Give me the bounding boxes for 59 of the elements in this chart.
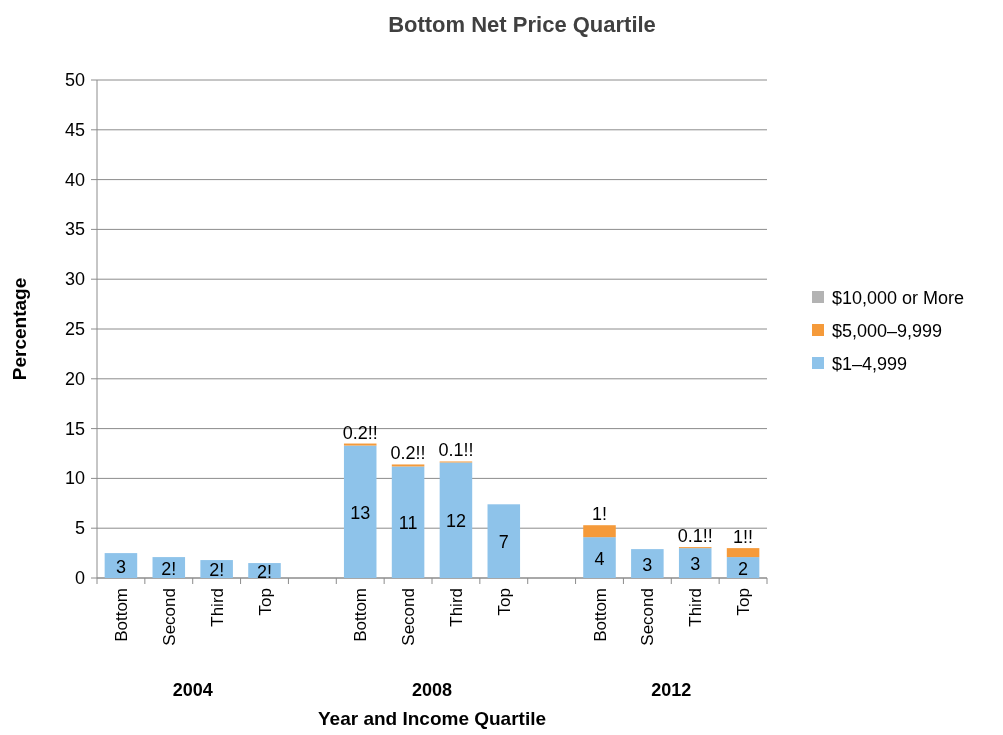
bar (439, 462, 473, 578)
x-tick-label: Third (446, 588, 466, 627)
data-label: 0.2!! (342, 422, 378, 443)
data-label: 12 (445, 511, 466, 532)
data-label: 3 (690, 554, 701, 575)
data-label: 0.1!! (438, 440, 474, 461)
x-tick-label: Bottom (351, 588, 371, 642)
data-label: 3 (642, 554, 653, 575)
data-label: 0.1!! (677, 526, 713, 547)
bar (343, 445, 377, 578)
data-label: 11 (398, 513, 418, 534)
x-tick-label: Second (638, 588, 658, 646)
data-label: 2! (209, 560, 225, 581)
x-tick-label: Third (207, 588, 227, 627)
bar (583, 525, 616, 538)
data-label: 0.2!! (390, 443, 426, 464)
x-tick-label: Top (734, 588, 754, 616)
legend-label: $10,000 or More (832, 288, 965, 308)
y-tick-label: 5 (74, 518, 85, 539)
x-axis-title: Year and Income Quartile (317, 708, 547, 729)
y-tick-label: 40 (64, 169, 85, 190)
y-tick-label: 20 (64, 368, 85, 389)
legend-label: $5,000–9,999 (832, 321, 943, 341)
bar (487, 504, 521, 578)
y-tick-label: 25 (64, 319, 85, 339)
text: 2004 (172, 680, 213, 700)
y-tick-label: 15 (64, 418, 85, 439)
data-label: 2 (738, 558, 749, 579)
data-label: 1! (591, 504, 608, 525)
x-tick-label: Top (494, 588, 514, 616)
data-label: 2! (256, 561, 273, 582)
data-label: 1!! (733, 527, 754, 548)
y-tick-label: 0 (74, 568, 85, 588)
x-tick-label: Bottom (590, 588, 610, 642)
y-tick-label: 50 (64, 70, 85, 90)
y-tick-label: 35 (64, 219, 85, 240)
data-label: 3 (115, 556, 126, 577)
y-axis-title: Percentage (9, 277, 30, 381)
data-label: 2! (161, 558, 177, 579)
y-tick-label: 30 (64, 269, 85, 290)
x-tick-label: Third (686, 588, 706, 627)
bar (726, 548, 760, 558)
bar (631, 549, 664, 578)
text: 2008 (411, 680, 453, 700)
bar (391, 466, 425, 578)
bar (678, 548, 712, 578)
bar (583, 537, 616, 578)
y-tick-label: 45 (64, 119, 85, 140)
x-tick-label: Second (399, 588, 419, 646)
chart-title: Bottom Net Price Quartile (388, 12, 656, 37)
data-label: 7 (498, 532, 509, 553)
data-label: 4 (594, 548, 605, 569)
x-tick-label: Second (159, 588, 179, 646)
legend-label: $1–4,999 (832, 354, 908, 374)
x-tick-label: Bottom (111, 588, 131, 642)
y-tick-label: 10 (64, 468, 85, 489)
text: 2012 (651, 680, 692, 700)
data-label: 13 (350, 502, 371, 523)
x-tick-label: Top (255, 588, 275, 616)
